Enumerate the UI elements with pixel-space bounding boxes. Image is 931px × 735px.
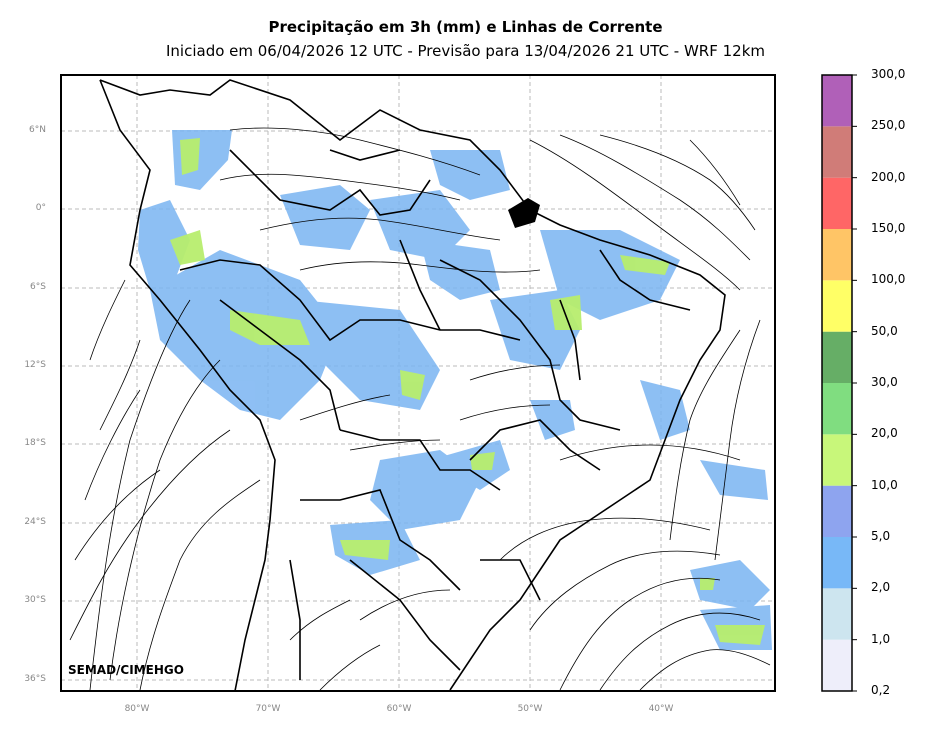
- lat-label-36s: 36°S: [24, 674, 46, 684]
- lon-label-80w: 80°W: [124, 704, 150, 714]
- map-title: Precipitação em 3h (mm) e Linhas de Corr…: [268, 18, 663, 36]
- colorbar-label: 1,0: [871, 631, 891, 646]
- lat-label-24s: 24°S: [24, 517, 46, 527]
- colorbar-swatch: [822, 383, 852, 435]
- streamlines: [69, 127, 771, 691]
- colorbar-swatch: [822, 126, 852, 178]
- colorbar-swatch: [822, 331, 852, 383]
- map-border: [60, 74, 776, 692]
- colorbar-swatch: [822, 537, 852, 589]
- colorbar-label: 30,0: [871, 375, 898, 389]
- borders: [99, 79, 726, 692]
- lat-label-12s: 12°S: [24, 360, 46, 370]
- colorbar-swatch: [822, 588, 852, 640]
- colorbar-label: 20,0: [871, 426, 898, 441]
- colorbar-label: 10,0: [871, 477, 898, 492]
- marajo-island: [508, 198, 540, 228]
- lon-label-40w: 40°W: [648, 704, 674, 714]
- lon-label-60w: 60°W: [386, 704, 412, 714]
- colorbar-label: 200,0: [871, 169, 906, 184]
- lat-label-0: 0°: [35, 203, 46, 213]
- colorbar-label: 150,0: [871, 221, 906, 235]
- colorbar-swatch: [822, 280, 852, 332]
- lon-label-50w: 50°W: [517, 704, 543, 714]
- lon-label-70w: 70°W: [255, 704, 281, 714]
- colorbar-label: 300,0: [871, 67, 906, 81]
- colorbar-label: 250,0: [871, 118, 906, 133]
- lat-label-6s: 6°S: [30, 282, 46, 292]
- colorbar-swatch: [822, 229, 852, 281]
- colorbar-swatch: [822, 75, 852, 127]
- colorbar-label: 2,0: [871, 580, 891, 595]
- colorbar-swatch: [822, 434, 852, 486]
- colorbar-swatch: [822, 485, 852, 537]
- colorbar: [821, 74, 857, 692]
- precipitation-moderate: [170, 138, 765, 645]
- lat-label-6n: 6°N: [29, 125, 46, 135]
- colorbar-swatch: [822, 639, 852, 691]
- colorbar-label: 50,0: [871, 323, 898, 338]
- colorbar-swatch: [822, 177, 852, 229]
- credit-label: SEMAD/CIMEHGO: [68, 663, 184, 677]
- colorbar-label: 0,2: [871, 683, 891, 697]
- map-subtitle: Iniciado em 06/04/2026 12 UTC - Previsão…: [165, 42, 766, 60]
- lat-label-18s: 18°S: [24, 438, 46, 448]
- colorbar-label: 5,0: [871, 529, 891, 543]
- lat-label-30s: 30°S: [24, 595, 46, 605]
- colorbar-label: 100,0: [871, 272, 906, 287]
